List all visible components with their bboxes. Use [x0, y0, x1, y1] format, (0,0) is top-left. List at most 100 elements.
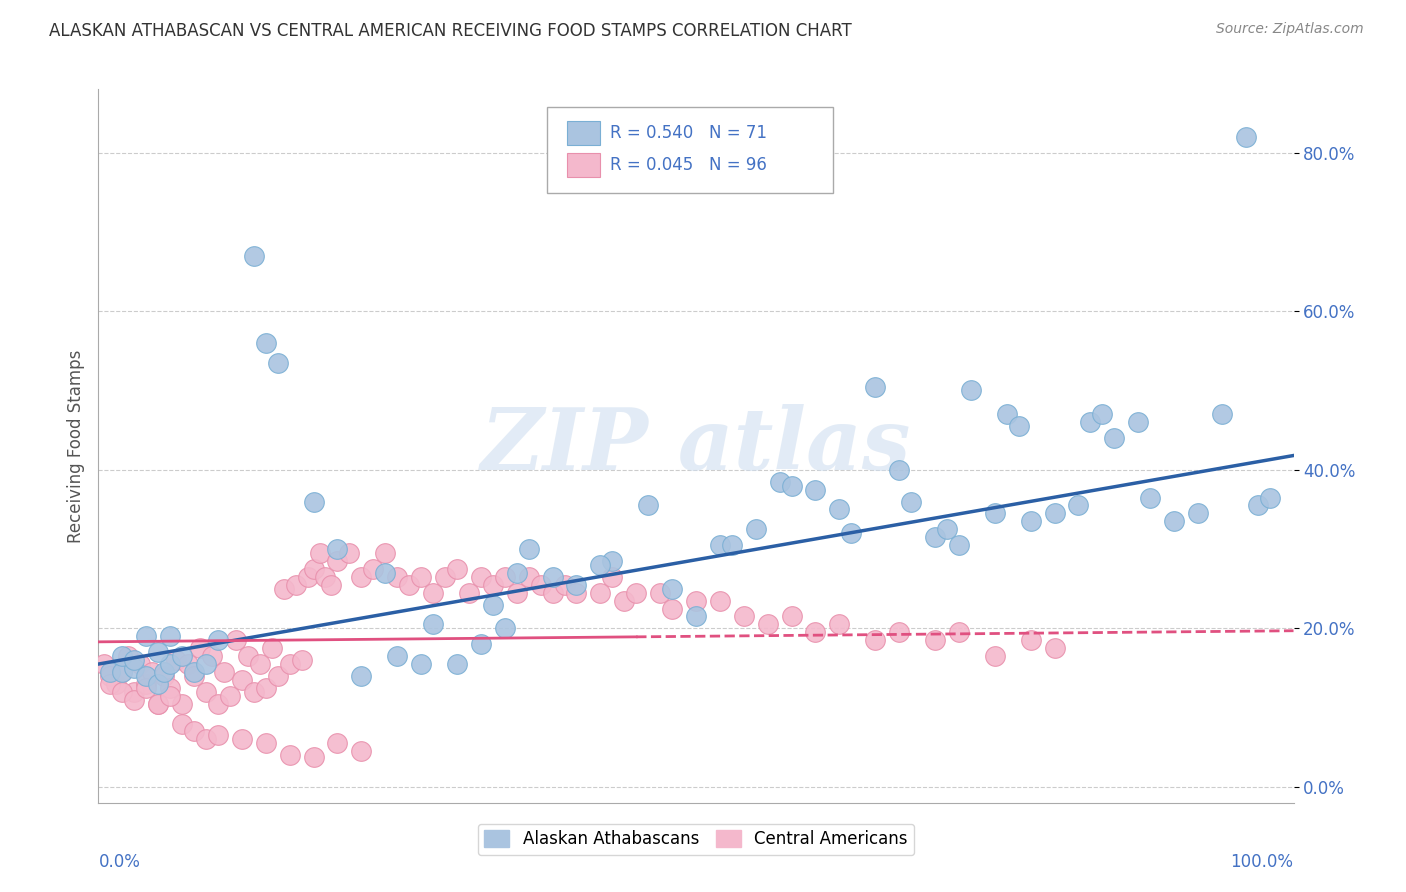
Alaskan Athabascans	[1128, 415, 1150, 429]
Alaskan Athabascans	[148, 645, 170, 659]
Alaskan Athabascans	[98, 665, 122, 679]
Alaskan Athabascans	[637, 499, 659, 513]
Central Americans	[183, 669, 205, 683]
Central Americans	[124, 685, 146, 699]
Central Americans	[889, 625, 911, 640]
Y-axis label: Receiving Food Stamps: Receiving Food Stamps	[66, 350, 84, 542]
Alaskan Athabascans	[422, 617, 444, 632]
Text: 0.0%: 0.0%	[98, 853, 141, 871]
Central Americans	[98, 669, 122, 683]
Alaskan Athabascans	[111, 665, 134, 679]
Central Americans	[153, 669, 176, 683]
Central Americans	[626, 585, 648, 599]
Central Americans	[278, 748, 301, 763]
Central Americans	[709, 593, 731, 607]
Central Americans	[865, 633, 887, 648]
Alaskan Athabascans	[685, 609, 707, 624]
Alaskan Athabascans	[1139, 491, 1161, 505]
Central Americans	[236, 649, 259, 664]
Central Americans	[231, 732, 253, 747]
Alaskan Athabascans	[841, 526, 863, 541]
Alaskan Athabascans	[243, 249, 266, 263]
Central Americans	[458, 585, 481, 599]
Alaskan Athabascans	[865, 379, 887, 393]
Alaskan Athabascans	[900, 494, 922, 508]
Central Americans	[273, 582, 295, 596]
Alaskan Athabascans	[326, 542, 349, 557]
Central Americans	[924, 633, 946, 648]
Alaskan Athabascans	[1008, 419, 1031, 434]
Alaskan Athabascans	[302, 494, 325, 508]
Central Americans	[117, 649, 139, 664]
Alaskan Athabascans	[517, 542, 540, 557]
Central Americans	[111, 665, 134, 679]
Central Americans	[565, 585, 588, 599]
Alaskan Athabascans	[804, 483, 827, 497]
Text: 100.0%: 100.0%	[1230, 853, 1294, 871]
Central Americans	[363, 562, 385, 576]
Central Americans	[446, 562, 468, 576]
Alaskan Athabascans	[374, 566, 396, 580]
Central Americans	[278, 657, 301, 671]
Alaskan Athabascans	[385, 649, 409, 664]
Alaskan Athabascans	[159, 657, 181, 671]
Central Americans	[297, 570, 319, 584]
Alaskan Athabascans	[1247, 499, 1270, 513]
Legend: Alaskan Athabascans, Central Americans: Alaskan Athabascans, Central Americans	[478, 823, 914, 855]
Central Americans	[398, 578, 420, 592]
Bar	[567, 121, 600, 145]
Central Americans	[254, 736, 277, 750]
Alaskan Athabascans	[589, 558, 612, 572]
Central Americans	[260, 641, 283, 656]
Alaskan Athabascans	[565, 578, 588, 592]
Central Americans	[554, 578, 576, 592]
Central Americans	[207, 697, 229, 711]
Alaskan Athabascans	[135, 669, 157, 683]
Alaskan Athabascans	[159, 629, 181, 643]
Central Americans	[321, 578, 343, 592]
Central Americans	[517, 570, 540, 584]
Central Americans	[159, 689, 181, 703]
Alaskan Athabascans	[153, 665, 176, 679]
Central Americans	[315, 570, 337, 584]
Central Americans	[339, 546, 361, 560]
Alaskan Athabascans	[254, 335, 277, 350]
Alaskan Athabascans	[889, 463, 911, 477]
Central Americans	[195, 732, 218, 747]
Central Americans	[613, 593, 636, 607]
Central Americans	[685, 593, 707, 607]
Central Americans	[541, 585, 564, 599]
Central Americans	[225, 633, 247, 648]
Central Americans	[212, 665, 235, 679]
Central Americans	[984, 649, 1007, 664]
Alaskan Athabascans	[768, 475, 790, 489]
Central Americans	[267, 669, 290, 683]
Central Americans	[733, 609, 755, 624]
Central Americans	[948, 625, 970, 640]
Alaskan Athabascans	[960, 384, 983, 398]
Central Americans	[249, 657, 271, 671]
Alaskan Athabascans	[470, 637, 492, 651]
Central Americans	[93, 657, 115, 671]
Alaskan Athabascans	[111, 649, 134, 664]
Alaskan Athabascans	[924, 530, 946, 544]
Central Americans	[105, 677, 128, 691]
Alaskan Athabascans	[506, 566, 529, 580]
Central Americans	[780, 609, 803, 624]
Central Americans	[148, 697, 170, 711]
Alaskan Athabascans	[1080, 415, 1102, 429]
Alaskan Athabascans	[124, 653, 146, 667]
Alaskan Athabascans	[1258, 491, 1281, 505]
Central Americans	[470, 570, 492, 584]
Central Americans	[756, 617, 779, 632]
Central Americans	[124, 692, 146, 706]
Alaskan Athabascans	[828, 502, 851, 516]
Central Americans	[172, 697, 194, 711]
Alaskan Athabascans	[350, 669, 373, 683]
Alaskan Athabascans	[709, 538, 731, 552]
Central Americans	[308, 546, 330, 560]
Alaskan Athabascans	[481, 598, 505, 612]
Alaskan Athabascans	[948, 538, 970, 552]
Central Americans	[135, 681, 157, 695]
Central Americans	[135, 677, 157, 691]
